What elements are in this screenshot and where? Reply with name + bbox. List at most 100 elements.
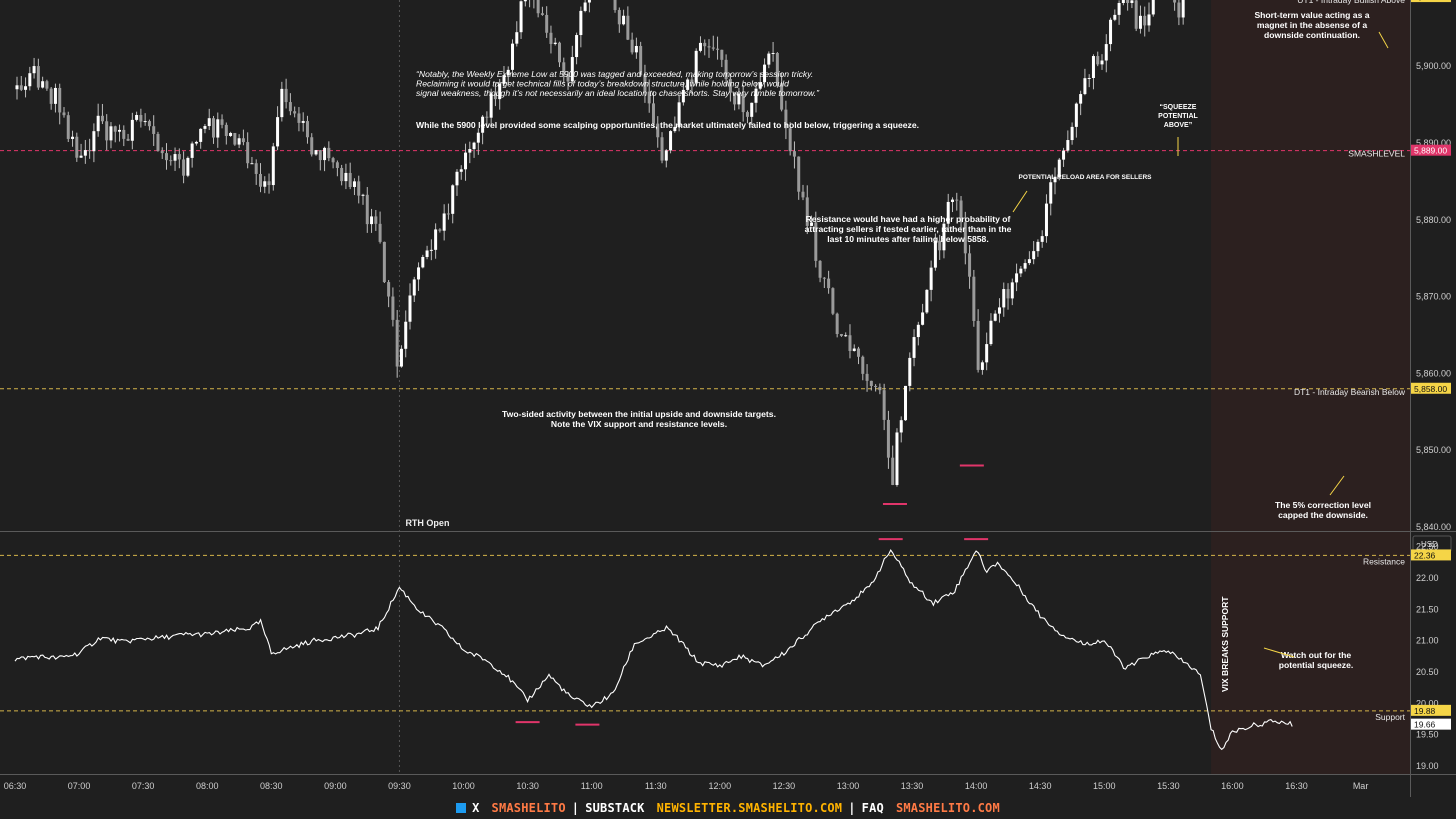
candle-body-11:40	[677, 102, 681, 127]
candle-body-07:14	[109, 126, 113, 141]
candle-body-07:02	[83, 150, 87, 156]
candle-body-10:12	[489, 93, 493, 118]
squeeze-annotation-line: POTENTIAL	[1158, 113, 1198, 120]
candle-body-08:24	[258, 173, 262, 187]
candle-body-13:38	[929, 267, 933, 290]
candle-body-06:32	[19, 85, 23, 90]
candle-body-12:28	[780, 83, 784, 110]
candle-body-09:46	[434, 229, 438, 250]
time-axis-tick: 12:00	[709, 781, 732, 791]
candle-body-13:32	[916, 324, 920, 338]
vix-level-label: Support	[1375, 712, 1405, 722]
price-axis-tick: 5,900.00	[1416, 61, 1451, 71]
footer-separator: |	[848, 801, 856, 815]
candle-body-11:34	[664, 150, 668, 161]
candle-body-08:14	[237, 138, 241, 145]
candle-body-08:32	[276, 117, 280, 147]
candle-body-10:14	[493, 93, 497, 100]
candle-body-13:40	[933, 240, 937, 268]
candle-body-08:10	[229, 132, 233, 136]
candle-body-13:56	[968, 253, 972, 277]
candle-body-12:18	[758, 82, 762, 89]
candle-body-13:30	[912, 337, 916, 358]
candle-body-08:20	[250, 163, 254, 165]
candle-body-13:58	[972, 276, 976, 321]
candle-body-13:26	[904, 385, 908, 421]
candle-body-09:00	[335, 162, 339, 168]
time-axis-tick: 14:30	[1029, 781, 1052, 791]
candle-body-09:36	[412, 279, 416, 296]
candle-body-12:06	[733, 92, 737, 105]
candle-body-10:50	[570, 57, 574, 82]
time-axis-tick: 11:00	[581, 781, 603, 791]
footer-branding: X SMASHELITO | SUBSTACK NEWSLETTER.SMASH…	[0, 797, 1456, 819]
candle-body-12:40	[805, 197, 809, 226]
candle-body-10:40	[549, 32, 553, 44]
candle-body-13:24	[899, 420, 903, 433]
candle-body-15:22	[1151, 0, 1155, 15]
time-axis-tick: 14:00	[965, 781, 988, 791]
candle-body-12:16	[754, 88, 758, 103]
price-axis-tick: 5,880.00	[1416, 215, 1451, 225]
candle-body-13:10	[869, 380, 873, 386]
vix-level-tag-text: 22.36	[1414, 550, 1436, 560]
footer-substack-link[interactable]: NEWSLETTER.SMASHELITO.COM	[656, 801, 843, 815]
vix-axis-tick: 21.00	[1416, 636, 1439, 646]
time-axis-tick: 16:30	[1285, 781, 1308, 791]
candle-body-10:54	[579, 10, 583, 36]
candle-body-08:34	[280, 88, 284, 118]
candle-body-13:54	[963, 222, 967, 254]
time-axis-tick: 11:30	[645, 781, 667, 791]
candle-body-07:26	[135, 115, 139, 120]
candle-body-12:00	[720, 49, 724, 60]
candle-body-14:22	[1023, 263, 1027, 269]
candle-body-12:36	[797, 156, 801, 192]
candle-body-08:40	[293, 111, 297, 114]
candle-body-15:34	[1177, 2, 1181, 18]
level-label: DT1 - Intraday Bearish Below	[1294, 387, 1406, 397]
candle-body-11:14	[622, 15, 626, 25]
candle-body-12:52	[831, 288, 835, 314]
candle-body-10:48	[566, 74, 570, 82]
vix-axis-tick: 22.00	[1416, 573, 1439, 583]
candle-body-09:34	[408, 295, 412, 322]
time-axis-tick: 12:30	[773, 781, 796, 791]
candle-body-11:26	[647, 91, 651, 104]
candle-body-10:10	[485, 116, 489, 118]
candle-body-15:36	[1181, 0, 1185, 18]
candle-body-09:56	[455, 171, 459, 186]
footer-faq-link[interactable]: SMASHELITO.COM	[895, 801, 1000, 815]
candle-body-15:10	[1126, 0, 1130, 3]
watch-arrow	[1263, 647, 1295, 658]
candle-body-12:02	[724, 59, 728, 80]
candle-body-07:44	[173, 154, 177, 161]
time-axis-tick: 10:00	[452, 781, 475, 791]
level-price-tag-text: 5,858.00	[1414, 384, 1447, 394]
candle-body-14:00	[976, 320, 980, 370]
candle-body-13:44	[942, 223, 946, 251]
candle-body-12:26	[775, 53, 779, 84]
time-axis-tick: 07:30	[132, 781, 155, 791]
candle-body-08:06	[220, 119, 224, 125]
candle-body-06:34	[24, 86, 28, 90]
squeeze-annotation-line: “SQUEEZE	[1160, 104, 1197, 111]
candle-body-14:10	[997, 307, 1001, 314]
candle-body-13:00	[848, 335, 852, 351]
vpoc-annotation-line: downside continuation.	[1264, 30, 1360, 40]
candle-body-07:10	[100, 115, 104, 122]
candle-body-13:48	[950, 199, 954, 202]
candle-body-12:24	[771, 53, 775, 55]
candle-body-10:28	[523, 0, 527, 2]
candle-body-10:44	[558, 42, 562, 63]
candle-body-06:36	[28, 73, 32, 87]
candle-body-08:46	[305, 121, 309, 138]
vix-axis-tick: 19.00	[1416, 761, 1439, 771]
candle-body-08:16	[241, 138, 245, 143]
candle-body-08:44	[301, 121, 305, 123]
x-logo-icon	[456, 803, 467, 813]
chart-canvas[interactable]: RTH Open5,970.005,960.005,950.005,940.00…	[0, 0, 1456, 797]
footer-x-handle[interactable]: SMASHELITO	[491, 801, 566, 815]
price-axis-tick: 5,890.00	[1416, 138, 1451, 148]
candle-body-13:20	[891, 457, 895, 485]
candle-body-06:46	[49, 88, 53, 104]
